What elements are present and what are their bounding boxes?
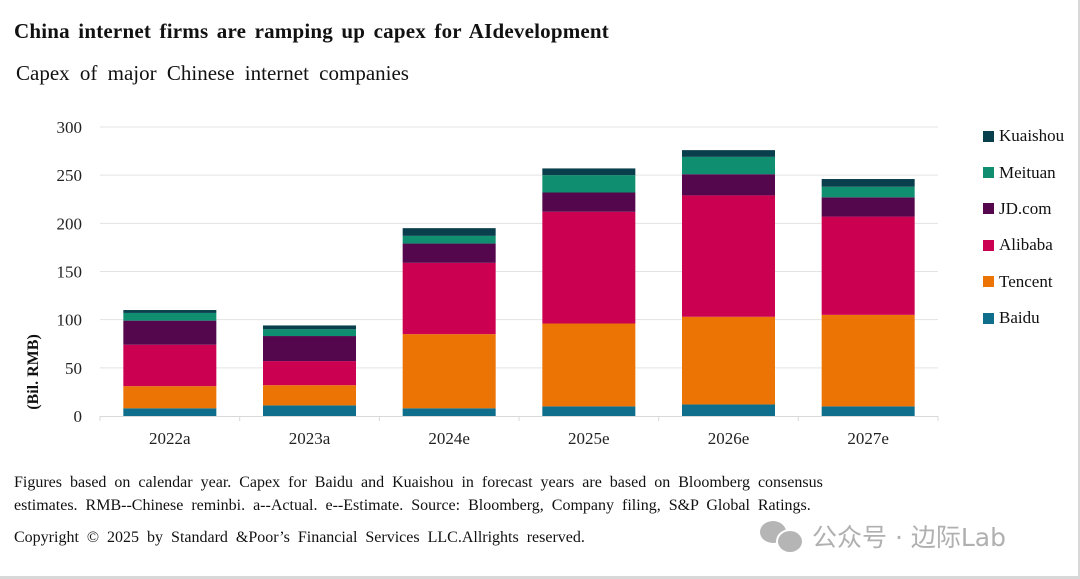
bar-segment-jd-com — [263, 336, 356, 362]
bar-segment-baidu — [542, 406, 636, 416]
legend-swatch — [983, 312, 994, 324]
x-tick-label: 2024e — [428, 429, 470, 448]
bar-segment-kuaishou — [821, 179, 915, 187]
bar-segment-kuaishou — [542, 168, 636, 176]
bar-stack-2027e — [821, 179, 915, 416]
legend-label: Kuaishou — [999, 126, 1065, 146]
footnote-line-2: estimates. RMB--Chinese reminbi. a--Actu… — [14, 497, 811, 514]
y-tick-label: 50 — [65, 359, 82, 378]
bar-segment-kuaishou — [263, 325, 356, 330]
bar-segment-meituan — [263, 329, 356, 337]
legend-swatch — [983, 130, 994, 142]
bar-stack-2023a — [263, 325, 356, 416]
gridlines — [99, 126, 939, 421]
bar-segment-alibaba — [821, 216, 915, 315]
bar-stack-2025e — [542, 168, 636, 416]
bar-stack-2024e — [402, 228, 496, 416]
bar-stack-2022a — [123, 310, 217, 416]
bar-segment-tencent — [402, 334, 496, 409]
frame-border-right — [1078, 0, 1080, 579]
bar-segment-tencent — [123, 386, 217, 409]
bar-segment-baidu — [682, 404, 775, 416]
copyright-note: Copyright © 2025 by Standard &Poor’s Fin… — [14, 529, 585, 546]
bar-segment-alibaba — [123, 344, 217, 387]
bar-segment-kuaishou — [402, 228, 496, 236]
legend: Kuaishou Meituan JD.com Alibaba Tencent Baidu — [983, 118, 1064, 336]
bar-segment-jd-com — [542, 192, 636, 212]
bar-segment-tencent — [682, 316, 775, 405]
chart-subtitle: Capex of major Chinese internet companie… — [16, 61, 409, 85]
x-axis-ticks: 2022a 2023a 2024e 2025e 2026e 2027e — [149, 429, 889, 448]
legend-item-alibaba: Alibaba — [983, 227, 1064, 263]
chart-title: China internet firms are ramping up cape… — [14, 19, 609, 43]
x-tick-label: 2027e — [847, 429, 889, 448]
bar-segment-meituan — [821, 186, 915, 198]
legend-label: Tencent — [999, 271, 1053, 291]
bar-segment-baidu — [263, 405, 356, 416]
bar-segment-baidu — [123, 408, 217, 416]
bar-segment-meituan — [682, 156, 775, 175]
x-tick-label: 2025e — [568, 429, 610, 448]
x-tick-label: 2026e — [708, 429, 750, 448]
y-tick-label: 150 — [57, 263, 83, 282]
bar-segment-baidu — [821, 406, 915, 416]
legend-swatch — [983, 203, 994, 215]
legend-label: JD.com — [999, 198, 1052, 218]
legend-label: Meituan — [999, 162, 1056, 182]
x-tick-label: 2023a — [289, 429, 331, 448]
y-tick-label: 250 — [57, 166, 83, 185]
bar-segment-tencent — [542, 323, 636, 407]
bar-segment-meituan — [542, 175, 636, 193]
y-tick-label: 200 — [57, 214, 83, 233]
bar-segment-alibaba — [263, 361, 356, 386]
bar-segment-alibaba — [682, 195, 775, 317]
y-axis-ticks: 0 50 100 150 200 250 300 — [57, 118, 83, 426]
bar-segment-jd-com — [402, 243, 496, 263]
frame-border-bottom — [0, 576, 1080, 579]
bar-segment-alibaba — [402, 262, 496, 335]
bar-segment-meituan — [402, 235, 496, 244]
bar-segment-alibaba — [542, 211, 636, 324]
y-axis-label: (Bil. RMB) — [25, 334, 42, 410]
bar-segment-tencent — [821, 314, 915, 407]
legend-label: Baidu — [999, 308, 1040, 328]
wechat-icon — [760, 519, 806, 554]
legend-label: Alibaba — [999, 235, 1053, 255]
bar-segment-kuaishou — [123, 310, 217, 313]
bar-stack-2026e — [682, 150, 775, 416]
bar-segment-tencent — [263, 385, 356, 406]
bar-segment-jd-com — [682, 174, 775, 196]
legend-swatch — [983, 167, 994, 179]
x-tick-label: 2022a — [149, 429, 191, 448]
bar-segment-meituan — [123, 312, 217, 321]
watermark: 公众号 · 边际Lab — [760, 518, 1006, 554]
watermark-text: 公众号 · 边际Lab — [812, 523, 1006, 552]
y-tick-label: 0 — [74, 407, 83, 426]
bar-segment-jd-com — [821, 197, 915, 217]
y-tick-label: 300 — [57, 118, 83, 137]
bar-segment-kuaishou — [682, 150, 775, 157]
y-tick-label: 100 — [57, 311, 83, 330]
footnote-line-1: Figures based on calendar year. Capex fo… — [14, 474, 823, 491]
legend-item-jd-com: JD.com — [983, 191, 1064, 227]
bars — [123, 150, 915, 416]
legend-item-meituan: Meituan — [983, 154, 1064, 190]
legend-swatch — [983, 239, 994, 251]
legend-swatch — [983, 276, 994, 288]
bar-segment-baidu — [402, 408, 496, 416]
bar-segment-jd-com — [123, 320, 217, 345]
legend-item-baidu: Baidu — [983, 300, 1064, 336]
legend-item-tencent: Tencent — [983, 264, 1064, 300]
legend-item-kuaishou: Kuaishou — [983, 118, 1064, 154]
